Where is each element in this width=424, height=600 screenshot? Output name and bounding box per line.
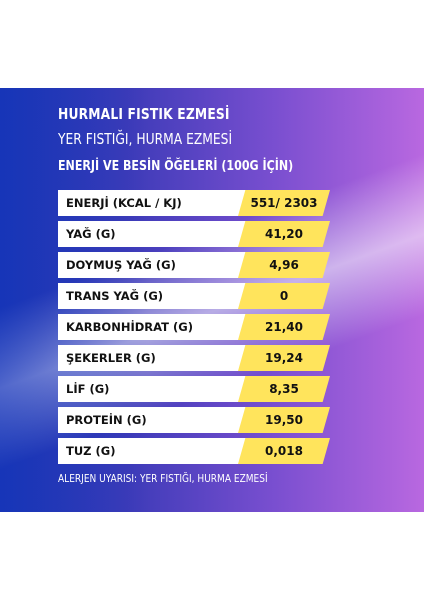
nutrition-row-sugars: ŞEKERLER (G) 19,24 [58,345,330,371]
row-label: ŞEKERLER (G) [66,351,156,365]
row-value-box [238,345,330,371]
row-value-box [238,314,330,340]
nutrition-row-saturated-fat: DOYMUŞ YAĞ (G) 4,96 [58,252,330,278]
nutrition-table: ENERJİ (KCAL / KJ) 551/ 2303 YAĞ (G) 41,… [0,88,424,512]
nutrition-row-fiber: LİF (G) 8,35 [58,376,330,402]
row-value: 21,40 [265,320,303,334]
allergen-warning: ALERJEN UYARISI: YER FISTIĞI, HURMA EZME… [58,472,268,485]
row-value: 4,96 [269,258,299,272]
row-value: 19,24 [265,351,303,365]
row-label: TUZ (G) [66,444,116,458]
panel-content: HURMALI FISTIK EZMESİ YER FISTIĞI, HURMA… [0,88,424,512]
row-label: DOYMUŞ YAĞ (G) [66,258,176,272]
row-value: 551/ 2303 [250,196,318,210]
row-label: KARBONHİDRAT (G) [66,320,193,334]
product-title: HURMALI FISTIK EZMESİ [58,105,230,123]
row-label-box [58,438,258,464]
nutrition-heading: ENERJİ VE BESİN ÖĞELERİ (100G İÇİN) [58,158,294,174]
nutrition-panel: HURMALI FISTIK EZMESİ YER FISTIĞI, HURMA… [0,88,424,512]
row-value-box [238,221,330,247]
row-label-box [58,252,258,278]
row-value: 0 [279,289,289,303]
row-label: ENERJİ (KCAL / KJ) [66,196,182,210]
row-label-box [58,283,258,309]
row-value: 0,018 [265,444,303,458]
row-value: 8,35 [269,382,299,396]
row-label: LİF (G) [66,382,110,396]
row-value: 19,50 [265,413,303,427]
row-value-box [238,407,330,433]
nutrition-row-carbohydrate: KARBONHİDRAT (G) 21,40 [58,314,330,340]
nutrition-row-salt: TUZ (G) 0,018 [58,438,330,464]
row-label-box [58,314,258,340]
row-label-box [58,376,258,402]
row-label-box [58,221,258,247]
row-label-box [58,345,258,371]
nutrition-row-energy: ENERJİ (KCAL / KJ) 551/ 2303 [58,190,330,216]
row-label: TRANS YAĞ (G) [66,289,164,303]
nutrition-row-protein: PROTEİN (G) 19,50 [58,407,330,433]
product-subtitle: YER FISTIĞI, HURMA EZMESİ [58,130,233,148]
row-value-box [238,190,330,216]
row-value-box [238,252,330,278]
nutrition-row-trans-fat: TRANS YAĞ (G) 0 [58,283,330,309]
row-value: 41,20 [265,227,303,241]
row-label-box [58,190,258,216]
row-label-box [58,407,258,433]
row-value-box [238,438,330,464]
row-value-box [238,283,330,309]
row-label: YAĞ (G) [66,227,116,241]
row-label: PROTEİN (G) [66,413,147,427]
row-value-box [238,376,330,402]
nutrition-row-fat: YAĞ (G) 41,20 [58,221,330,247]
